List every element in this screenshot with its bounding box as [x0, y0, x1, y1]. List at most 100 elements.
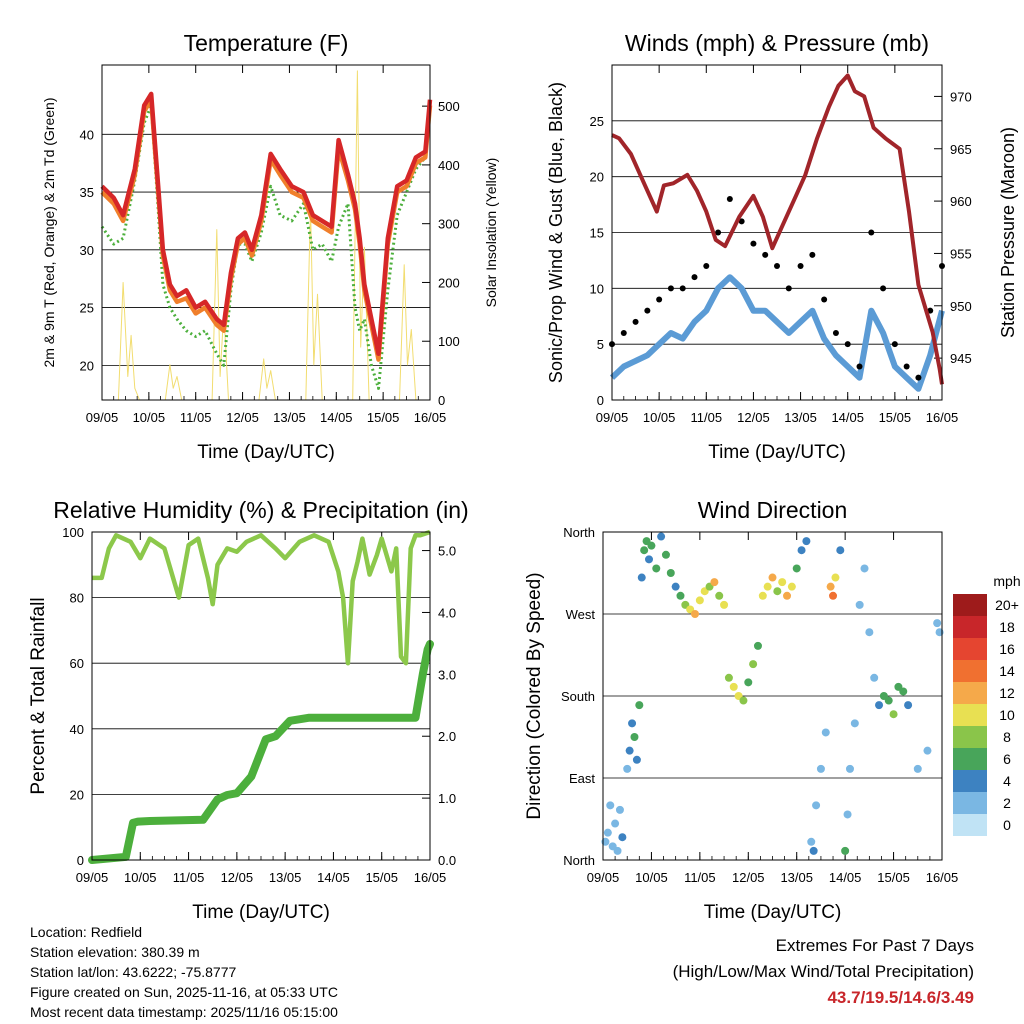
y2-tick-label: 5.0 [438, 544, 456, 559]
direction-point [606, 801, 615, 810]
direction-point [744, 678, 753, 687]
y2-tick-label: 200 [438, 275, 460, 290]
y2-tick-label: 950 [950, 299, 972, 314]
gust-point [750, 240, 757, 247]
x-tick-label: 13/05 [273, 410, 306, 425]
direction-point [632, 755, 641, 764]
gust-point [620, 330, 627, 336]
direction-point [807, 837, 816, 846]
legend-label: 0 [1003, 817, 1011, 833]
plot-frame [91, 531, 431, 861]
x-tick-label: 10/05 [643, 410, 676, 425]
gust-point [656, 296, 663, 303]
y2-tick-label: 3.0 [438, 667, 456, 682]
gust-point [868, 229, 875, 236]
gust-point [821, 296, 828, 303]
direction-point [826, 582, 835, 591]
legend-label: 16 [999, 641, 1015, 657]
y2-tick-label: 100 [438, 334, 460, 349]
plot-frame [602, 531, 943, 861]
direction-point [645, 555, 654, 564]
y2-tick-label: 300 [438, 217, 460, 232]
direction-point [821, 728, 830, 737]
direction-point [923, 746, 932, 755]
x-tick-label: 09/05 [587, 870, 620, 885]
gust-point [762, 251, 769, 258]
legend-label: 6 [1003, 751, 1011, 767]
direction-point [710, 578, 719, 587]
y-tick-label: 20 [590, 170, 604, 185]
direction-point [666, 569, 675, 577]
legend-swatch [953, 814, 987, 836]
legend-label: 12 [999, 685, 1015, 701]
direction-point [792, 564, 801, 573]
direction-point [671, 582, 680, 591]
y-tick-label: 35 [80, 185, 94, 200]
legend-title: mph [993, 573, 1020, 589]
direction-point [676, 591, 685, 600]
elevation-text: Station elevation: 380.39 m [30, 944, 200, 960]
gust-point [726, 196, 733, 202]
humidity-precip-panel: Relative Humidity (%) & Precipitation (i… [28, 497, 469, 923]
x-tick-label: 14/05 [317, 870, 350, 885]
y-tick-label: North [563, 853, 595, 868]
x-tick-label: 15/05 [365, 870, 398, 885]
gust-point [738, 218, 745, 225]
x-axis-label: Time (Day/UTC) [192, 902, 330, 923]
legend-swatch [953, 660, 987, 682]
direction-point [695, 596, 704, 605]
direction-point [739, 696, 748, 705]
extremes-subtitle: (High/Low/Max Wind/Total Precipitation) [672, 962, 974, 981]
x-tick-label: 12/05 [221, 870, 254, 885]
y2-tick-label: 0 [438, 393, 445, 408]
y2-tick-label: 0.0 [438, 853, 456, 868]
x-tick-label: 15/05 [879, 410, 912, 425]
x-axis-label: Time (Day/UTC) [197, 442, 335, 463]
y-tick-label: North [563, 525, 595, 540]
y2-axis-label: Station Pressure (Maroon) [998, 127, 1018, 338]
direction-point [845, 764, 854, 773]
legend-swatch [953, 792, 987, 814]
y2-tick-label: 1.0 [438, 791, 456, 806]
direction-point [625, 746, 634, 755]
direction-point [758, 591, 767, 600]
legend-swatch [953, 726, 987, 748]
y-tick-label: 60 [70, 656, 84, 671]
legend-swatch [953, 616, 987, 638]
direction-point [860, 564, 869, 573]
created-text: Figure created on Sun, 2025-11-16, at 05… [30, 984, 338, 1000]
legend-label: 4 [1003, 773, 1011, 789]
gust-point [691, 274, 698, 281]
direction-point [628, 719, 637, 728]
direction-point [778, 578, 787, 587]
direction-point [933, 619, 942, 628]
plot-frame [101, 64, 431, 401]
x-tick-label: 11/05 [180, 410, 212, 425]
legend-label: 20+ [995, 597, 1019, 613]
x-tick-label: 10/05 [635, 870, 668, 885]
station-info: Location: Redfield Station elevation: 38… [30, 922, 338, 1022]
gust-point [832, 330, 839, 336]
y2-tick-label: 4.0 [438, 605, 456, 620]
extremes-title: Extremes For Past 7 Days [775, 936, 974, 955]
direction-point [715, 591, 724, 600]
y-tick-label: 25 [590, 114, 604, 129]
y-tick-label: 10 [590, 281, 604, 296]
gust-point [715, 229, 722, 236]
x-tick-label: 09/05 [86, 410, 119, 425]
y-axis-label: Percent & Total Rainfall [28, 597, 49, 794]
legend-swatch [953, 748, 987, 770]
x-axis-label: Time (Day/UTC) [704, 902, 842, 923]
y-tick-label: 80 [70, 591, 84, 606]
direction-point [797, 546, 806, 555]
direction-point [787, 582, 796, 591]
y2-tick-label: 960 [950, 194, 972, 209]
legend-label: 14 [999, 663, 1015, 679]
x-tick-label: 11/05 [173, 870, 205, 885]
y2-axis-label: Solar Insolation (Yellow) [483, 158, 499, 308]
y2-tick-label: 2.0 [438, 729, 456, 744]
y2-tick-label: 970 [950, 89, 972, 104]
y2-tick-label: 945 [950, 351, 972, 366]
x-tick-label: 15/05 [367, 410, 400, 425]
direction-point [865, 628, 874, 637]
